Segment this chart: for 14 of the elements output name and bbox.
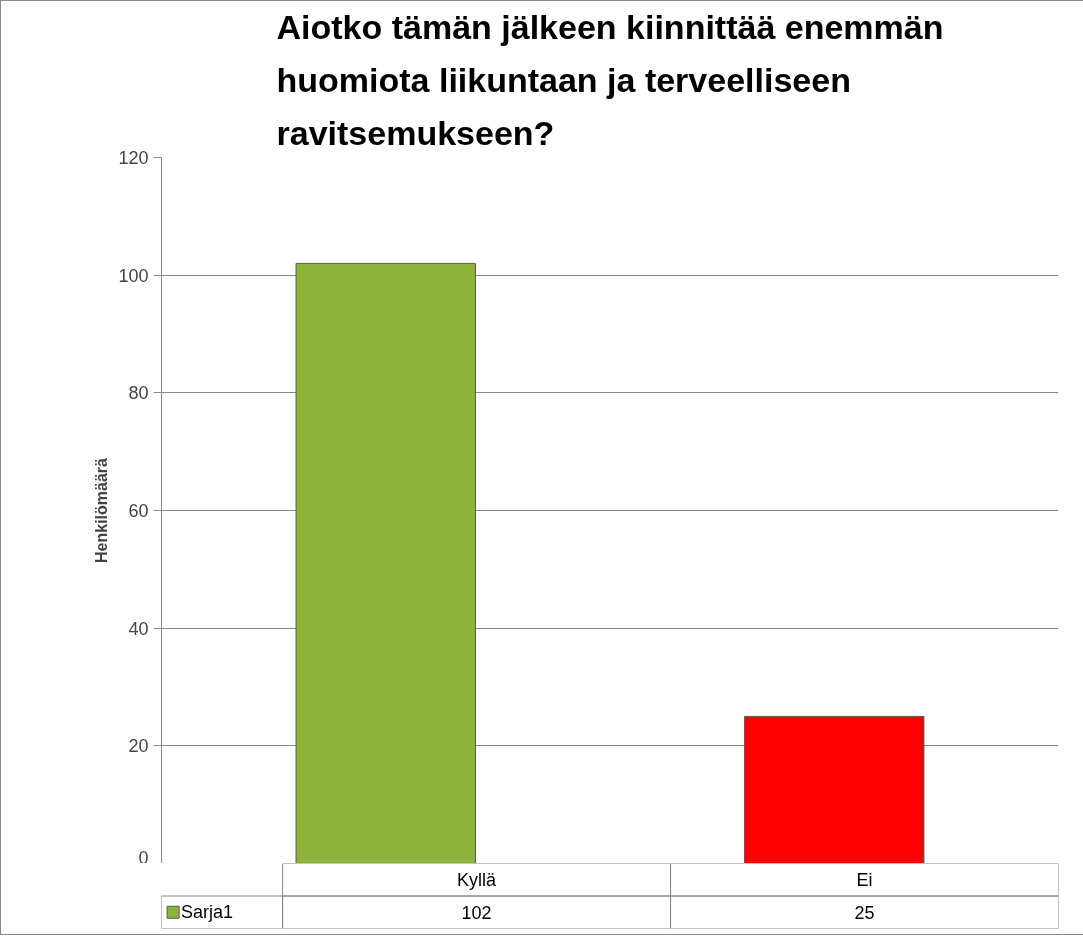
y-tick-label: 120 bbox=[118, 148, 149, 168]
y-tick-label: 20 bbox=[128, 736, 149, 757]
y-tick-label: 100 bbox=[118, 265, 149, 286]
y-axis-title: Henkilömäärä bbox=[93, 457, 111, 563]
legend-label: Sarja1 bbox=[180, 902, 233, 923]
y-tick-label: 0 bbox=[138, 847, 149, 868]
chart-title: Aiotko tämän jälkeen kiinnittää enemmän huomiota liikuntaan ja terveelliseen ravitsemukseen? bbox=[276, 8, 944, 153]
data-label: 25 bbox=[854, 902, 875, 923]
data-label: 102 bbox=[461, 902, 492, 923]
x-tick-label: Ei bbox=[856, 869, 873, 890]
y-tick-label: 40 bbox=[128, 618, 149, 639]
y-tick-label: 80 bbox=[128, 383, 149, 404]
x-tick-label: Kyllä bbox=[457, 869, 498, 890]
y-tick-label: 60 bbox=[128, 501, 149, 521]
